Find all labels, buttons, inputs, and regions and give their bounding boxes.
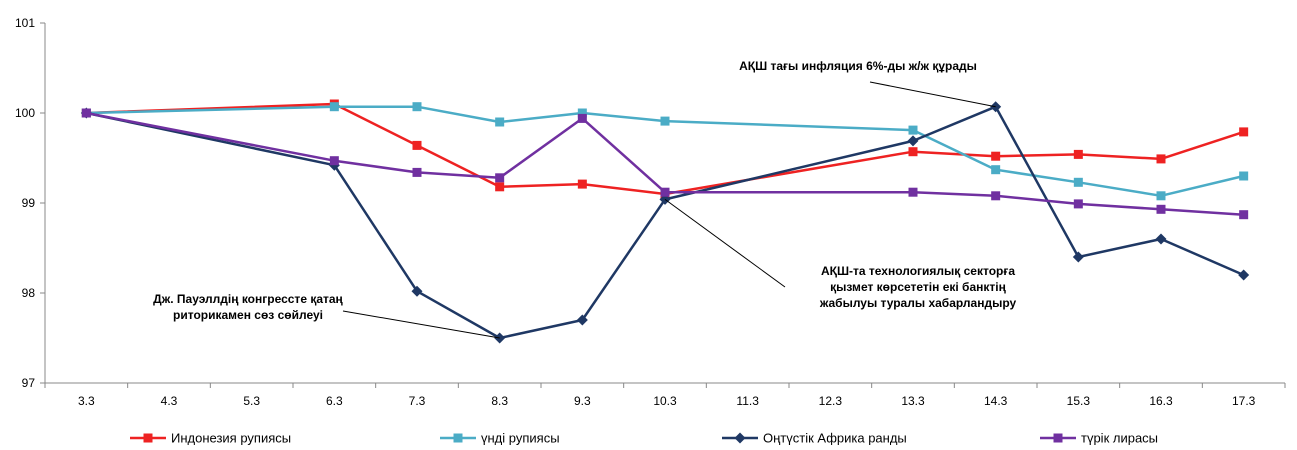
data-point: [1239, 127, 1249, 137]
x-tick-label: 15.3: [1067, 394, 1091, 408]
x-tick-label: 8.3: [491, 394, 508, 408]
data-point: [660, 116, 670, 126]
legend-marker: [453, 433, 463, 443]
annotation-3: Дж. Пауэллдің конгрессте қатаң риторикаме…: [153, 292, 500, 339]
x-tick-label: 11.3: [736, 394, 759, 408]
x-tick-label: 12.3: [819, 394, 843, 408]
data-point: [329, 102, 339, 112]
y-tick-label: 100: [15, 106, 35, 120]
data-point: [908, 187, 918, 197]
y-tick-label: 98: [22, 286, 36, 300]
y-tick-label: 99: [22, 196, 36, 210]
annotation-text: АҚШ тағы инфляция 6%-ды ж/ж құрады: [739, 59, 977, 73]
legend: Индонезия рупиясы үнді рупиясы Оңтүстік Аф…: [130, 431, 1158, 446]
data-point: [577, 179, 587, 189]
annotation-leader-line: [664, 198, 786, 288]
data-point: [907, 135, 919, 147]
data-point: [908, 147, 918, 157]
series-layer: [80, 99, 1250, 344]
x-tick-label: 14.3: [984, 394, 1008, 408]
legend-item-1: Индонезия рупиясы: [130, 431, 291, 446]
data-point: [495, 173, 505, 183]
annotation-leader-line: [342, 310, 500, 339]
x-tick-label: 7.3: [409, 394, 426, 408]
data-point: [908, 125, 918, 135]
y-tick-label: 101: [15, 16, 35, 30]
data-point: [1238, 269, 1250, 281]
annotation-text: қызмет көрсететін екі банктің: [830, 280, 1006, 294]
data-point: [1073, 149, 1083, 159]
data-point: [1156, 154, 1166, 164]
legend-item-4: түрік лирасы: [1040, 431, 1158, 446]
data-point: [495, 182, 505, 192]
data-point: [495, 117, 505, 127]
legend-marker: [734, 432, 746, 444]
legend-item-3: Оңтүстік Африка ранды: [722, 431, 907, 446]
data-point: [991, 151, 1001, 161]
data-point: [1156, 191, 1166, 201]
x-tick-label: 5.3: [243, 394, 260, 408]
legend-label: түрік лирасы: [1081, 431, 1158, 446]
series-2: [81, 102, 1249, 201]
x-tick-label: 9.3: [574, 394, 591, 408]
x-tick-label: 17.3: [1232, 394, 1256, 408]
data-point: [411, 285, 423, 297]
data-point: [412, 167, 422, 177]
data-point: [1156, 204, 1166, 214]
data-point: [991, 165, 1001, 175]
data-point: [1155, 233, 1167, 245]
data-point: [577, 108, 587, 118]
data-point: [1073, 177, 1083, 187]
legend-label: Индонезия рупиясы: [171, 431, 291, 446]
x-tick-label: 4.3: [161, 394, 178, 408]
data-point: [1072, 251, 1084, 263]
annotations: АҚШ тағы инфляция 6%-ды ж/ж құрады АҚШ-та…: [153, 59, 1017, 339]
data-point: [329, 156, 339, 166]
data-point: [991, 191, 1001, 201]
legend-label: Оңтүстік Африка ранды: [763, 431, 907, 446]
y-axis-ticks: 97 98 99 100 101: [15, 16, 45, 390]
data-point: [412, 102, 422, 112]
legend-label: үнді рупиясы: [481, 431, 560, 446]
data-point: [577, 113, 587, 123]
x-tick-label: 10.3: [653, 394, 677, 408]
data-point: [1073, 199, 1083, 209]
x-axis-ticks: 3.3 4.3 5.3 6.3 7.3 8.3 9.3 10.3 11.3 12.3 13.3 14.…: [44, 383, 1286, 408]
data-point: [81, 108, 91, 118]
annotation-text: жабылуы туралы хабарландыру: [819, 296, 1017, 310]
data-point: [1239, 171, 1249, 181]
x-tick-label: 16.3: [1149, 394, 1173, 408]
data-point: [1239, 210, 1249, 220]
x-tick-label: 3.3: [78, 394, 95, 408]
annotation-text: АҚШ-та технологиялық секторға: [821, 264, 1015, 278]
data-point: [576, 314, 588, 326]
annotation-leader-line: [869, 81, 996, 108]
legend-marker: [143, 433, 153, 443]
annotation-2: АҚШ-та технологиялық секторға қызмет көрс…: [664, 198, 1017, 310]
annotation-text: риторикамен сөз сөйлеуі: [173, 308, 323, 322]
legend-item-2: үнді рупиясы: [440, 431, 560, 446]
annotation-text: Дж. Пауэллдің конгрессте қатаң: [153, 292, 343, 306]
series-4: [81, 108, 1249, 220]
x-tick-label: 6.3: [326, 394, 343, 408]
data-point: [660, 187, 670, 197]
y-tick-label: 97: [22, 376, 36, 390]
annotation-1: АҚШ тағы инфляция 6%-ды ж/ж құрады: [739, 59, 996, 108]
x-tick-label: 13.3: [901, 394, 925, 408]
legend-marker: [1053, 433, 1063, 443]
data-point: [412, 140, 422, 150]
